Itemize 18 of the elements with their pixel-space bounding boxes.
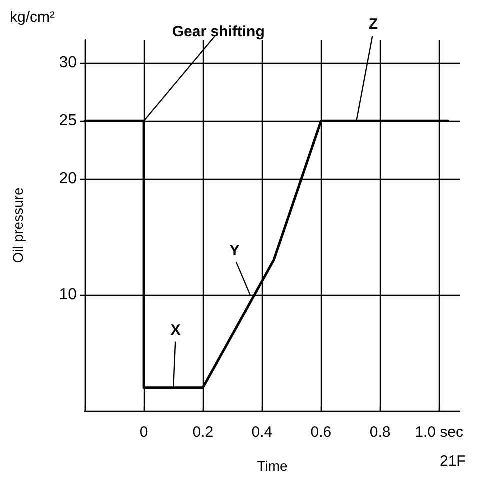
x-axis-title: Time <box>257 458 288 474</box>
x-tick-label: 0 <box>140 424 148 441</box>
y-tick-label: 10 <box>59 286 78 304</box>
x-tick-label: 0.4 <box>252 424 273 441</box>
x-tick-label: 0.6 <box>310 424 332 441</box>
y-tick-label: 20 <box>59 170 78 188</box>
text: 21F <box>440 453 466 470</box>
y-tick-label: 30 <box>59 54 78 72</box>
x-tick-label: 0.8 <box>370 424 391 441</box>
y-axis-title: Oil pressure <box>10 188 26 264</box>
annotation: X <box>170 322 181 339</box>
x-tick-label: 1.0 sec <box>415 424 464 441</box>
annotation: Z <box>368 16 378 34</box>
x-tick-label: 0.2 <box>192 424 214 441</box>
annotation: Gear shifting <box>172 24 265 41</box>
y-tick-label: 25 <box>59 112 78 130</box>
text: kg/cm² <box>10 9 56 26</box>
annotation: Y <box>230 242 240 260</box>
